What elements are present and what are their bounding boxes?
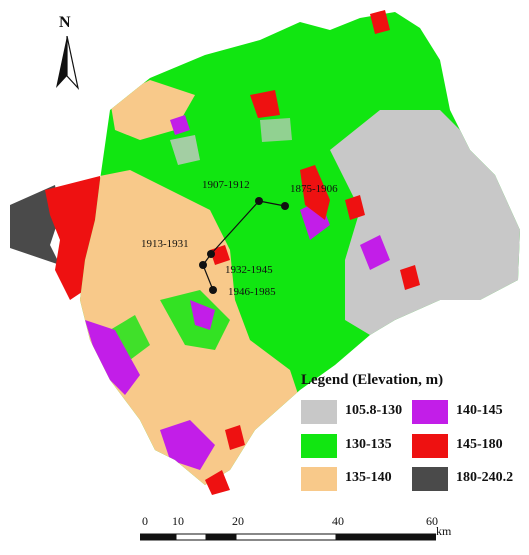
legend-swatch — [301, 400, 337, 424]
legend-label: 180-240.2 — [456, 470, 514, 485]
path-point — [199, 261, 207, 269]
legend-swatch — [412, 400, 448, 424]
path-label: 1946-1985 — [228, 286, 276, 298]
elevation-zone-105-130 — [330, 110, 520, 335]
elevation-zone-145-180-ne — [370, 10, 390, 34]
legend-item: 135-140 — [301, 467, 411, 491]
scale-tick-label: 0 — [142, 514, 148, 528]
path-label: 1913-1931 — [141, 238, 189, 250]
path-label: 1932-1945 — [225, 264, 273, 276]
legend-label: 130-135 — [345, 437, 392, 452]
path-point — [281, 202, 289, 210]
path-label: 1875-1906 — [290, 183, 338, 195]
north-letter: N — [59, 14, 71, 31]
scale-tick-label: 40 — [332, 514, 344, 528]
legend-item: 105.8-130 — [301, 400, 411, 424]
legend-swatch — [412, 467, 448, 491]
legend-label: 145-180 — [456, 437, 503, 452]
legend-item: 145-180 — [412, 434, 522, 458]
path-segment — [202, 264, 214, 291]
legend-label: 105.8-130 — [345, 403, 403, 418]
legend-label: 135-140 — [345, 470, 392, 485]
path-point — [207, 250, 215, 258]
scale-tick-label: 60 — [426, 514, 438, 528]
scale-bar: 0 10 20 40 60 — [140, 514, 440, 544]
scale-unit: km — [436, 524, 452, 538]
path-label: 1907-1912 — [202, 179, 250, 191]
legend-label: 140-145 — [456, 403, 503, 418]
legend-title: Legend (Elevation, m) — [301, 372, 444, 388]
migration-path: 1875-1906 1907-1912 1913-1931 1932-1945 … — [141, 179, 338, 298]
scale-tick-label: 10 — [172, 514, 184, 528]
path-segment — [210, 200, 260, 255]
path-segment — [258, 200, 286, 207]
legend-item: 180-240.2 — [412, 467, 524, 491]
legend-swatch — [301, 467, 337, 491]
legend-swatch — [412, 434, 448, 458]
path-point — [209, 286, 217, 294]
north-arrow-icon — [56, 36, 80, 91]
legend-item: 130-135 — [301, 434, 411, 458]
legend-swatch — [301, 434, 337, 458]
path-point — [255, 197, 263, 205]
elevation-zone-180-240 — [10, 185, 60, 265]
scale-bar-graphic — [140, 533, 436, 541]
scale-tick-label: 20 — [232, 514, 244, 528]
north-arrow: N — [52, 14, 82, 91]
legend-item: 140-145 — [412, 400, 522, 424]
